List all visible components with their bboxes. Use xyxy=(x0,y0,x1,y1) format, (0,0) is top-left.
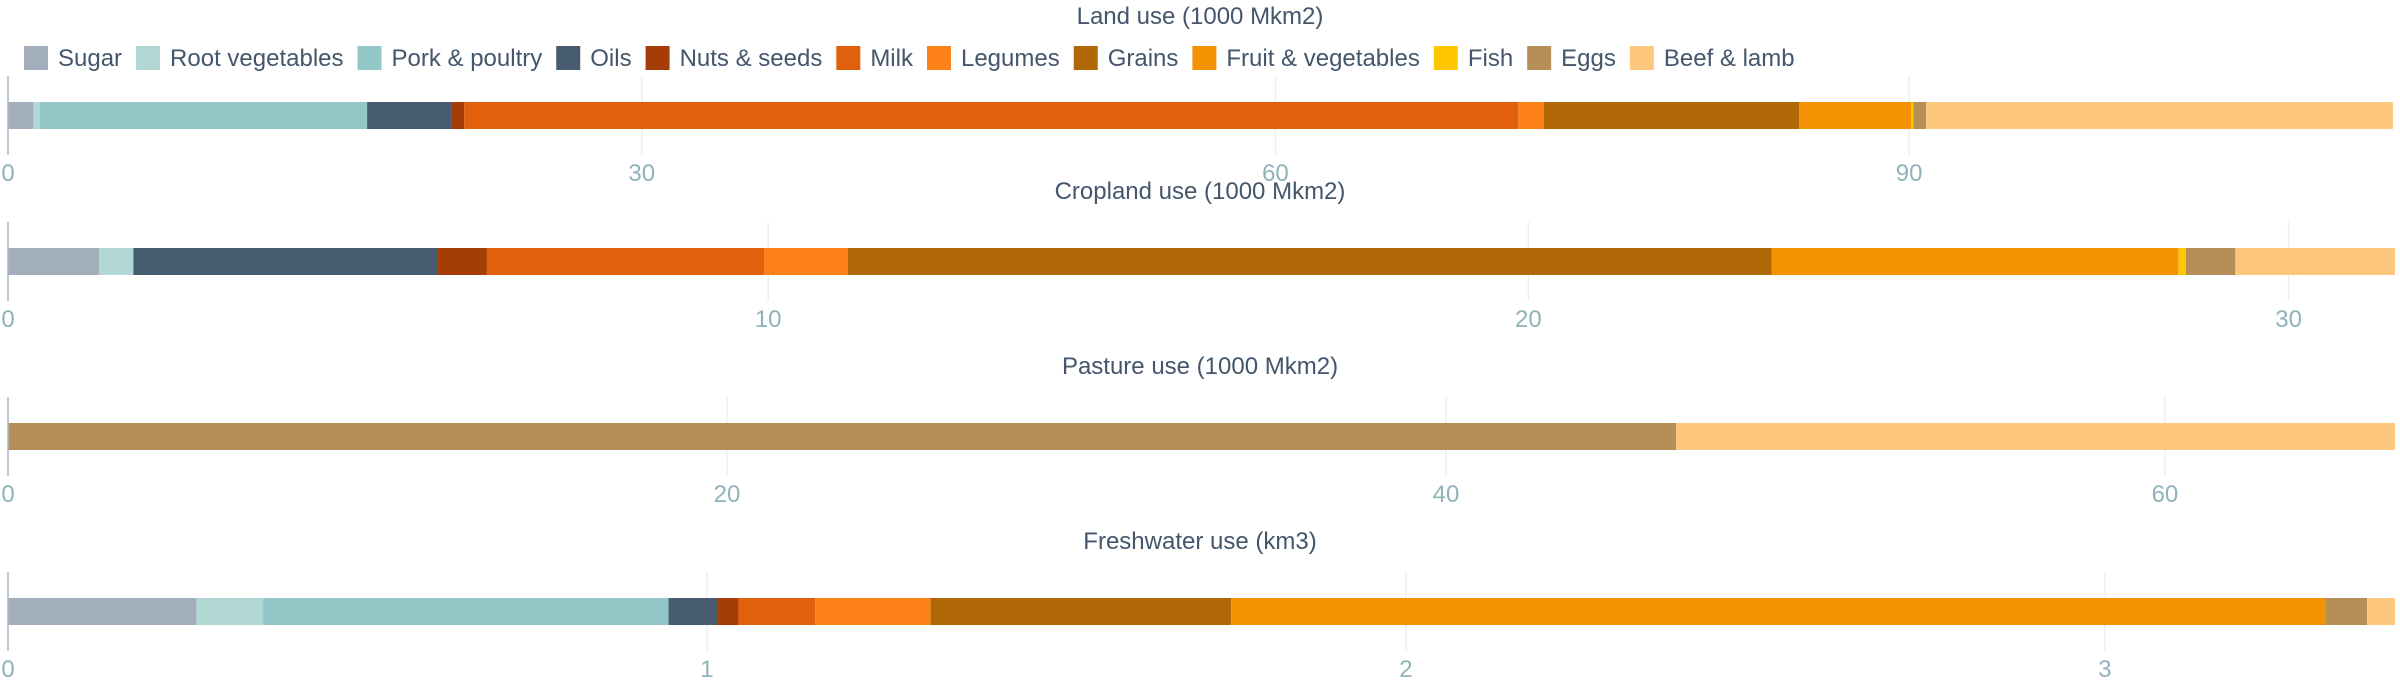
legend-item-sugar[interactable]: Sugar xyxy=(24,45,122,72)
tick-label: 60 xyxy=(2152,481,2179,508)
legend-swatch-fruit-and-vegetables xyxy=(1192,46,1217,70)
bar-segment-sugar[interactable] xyxy=(8,102,34,129)
legend-swatch-root-vegetables xyxy=(136,46,161,70)
bar-segment-sugar[interactable] xyxy=(8,248,100,275)
panel-cropland-use-1000-mkm2: Cropland use (1000 Mkm2) 0 10 20 30 xyxy=(1,178,2395,333)
bar-segment-legumes[interactable] xyxy=(764,248,849,275)
legend-label-fruit-and-vegetables: Fruit & vegetables xyxy=(1226,45,1419,72)
bar-segment-grains[interactable] xyxy=(848,248,1772,275)
bar-segment-beef-and-lamb[interactable] xyxy=(2235,248,2395,275)
legend-item-beef-and-lamb[interactable]: Beef & lamb xyxy=(1629,45,1795,72)
legend-swatch-fish xyxy=(1433,46,1458,70)
bar-segment-nuts-and-seeds[interactable] xyxy=(451,102,465,129)
tick-label: 90 xyxy=(1896,160,1923,187)
legend-item-fish[interactable]: Fish xyxy=(1433,45,1513,72)
tick-label: 0 xyxy=(1,481,14,508)
bar-segment-nuts-and-seeds[interactable] xyxy=(717,598,739,625)
legend-label-eggs: Eggs xyxy=(1561,45,1616,72)
legend-item-grains[interactable]: Grains xyxy=(1073,45,1179,72)
legend-swatch-grains xyxy=(1073,46,1098,70)
legend-swatch-eggs xyxy=(1527,46,1552,70)
legend-label-root-vegetables: Root vegetables xyxy=(170,45,343,72)
legend-label-pork-and-poultry: Pork & poultry xyxy=(392,45,543,72)
panel-title: Pasture use (1000 Mkm2) xyxy=(1062,353,1338,380)
bar-segment-root-vegetables[interactable] xyxy=(99,248,134,275)
bar-segment-milk[interactable] xyxy=(738,598,816,625)
bar-segment-beef-and-lamb[interactable] xyxy=(2367,598,2395,625)
tick-label: 3 xyxy=(2098,656,2111,683)
legend-item-oils[interactable]: Oils xyxy=(556,45,632,72)
bar-segment-sugar[interactable] xyxy=(8,598,197,625)
panel-pasture-use-1000-mkm2: Pasture use (1000 Mkm2) 0 20 40 60 xyxy=(1,353,2395,508)
bar-segment-legumes[interactable] xyxy=(815,598,931,625)
chart-legend: Sugar Root vegetables Pork & poultry Oils Nu… xyxy=(24,45,1795,72)
bar-segment-eggs[interactable] xyxy=(1913,102,1927,129)
bar-segment-milk[interactable] xyxy=(464,102,1519,129)
legend-label-oils: Oils xyxy=(590,45,631,72)
legend-item-eggs[interactable]: Eggs xyxy=(1527,45,1616,72)
tick-label: 30 xyxy=(2275,306,2302,333)
legend-swatch-nuts-and-seeds xyxy=(645,46,670,70)
legend-swatch-milk xyxy=(836,46,861,70)
legend-swatch-oils xyxy=(556,46,581,70)
panel-title: Land use (1000 Mkm2) xyxy=(1077,3,1324,30)
legend-label-beef-and-lamb: Beef & lamb xyxy=(1664,45,1795,72)
panel-freshwater-use-km3: Freshwater use (km3) 0 1 2 3 xyxy=(1,528,2395,683)
legend-label-nuts-and-seeds: Nuts & seeds xyxy=(680,45,823,72)
panel-land-use-1000-mkm2: Land use (1000 Mkm2) 0 30 60 90 xyxy=(1,3,2393,187)
bar-segment-oils[interactable] xyxy=(668,598,718,625)
legend-item-fruit-and-vegetables[interactable]: Fruit & vegetables xyxy=(1192,45,1420,72)
legend-label-legumes: Legumes xyxy=(961,45,1060,72)
panel-title: Cropland use (1000 Mkm2) xyxy=(1055,178,1346,205)
bar-segment-legumes[interactable] xyxy=(1518,102,1544,129)
legend-swatch-legumes xyxy=(926,46,951,70)
legend-item-milk[interactable]: Milk xyxy=(836,45,914,72)
tick-label: 2 xyxy=(1399,656,1412,683)
bar-segment-oils[interactable] xyxy=(133,248,438,275)
panel-title: Freshwater use (km3) xyxy=(1083,528,1316,555)
bar-segment-fruit-and-vegetables[interactable] xyxy=(1799,102,1912,129)
bar-segment-grains[interactable] xyxy=(1543,102,1800,129)
bar-segment-nuts-and-seeds[interactable] xyxy=(437,248,487,275)
bar-segment-fish[interactable] xyxy=(1911,102,1914,129)
tick-label: 20 xyxy=(1515,306,1542,333)
legend-item-root-vegetables[interactable]: Root vegetables xyxy=(136,45,344,72)
bar-segment-oils[interactable] xyxy=(367,102,452,129)
bar-segment-eggs[interactable] xyxy=(2325,598,2368,625)
bar-segment-fruit-and-vegetables[interactable] xyxy=(1231,598,2326,625)
bar-segment-root-vegetables[interactable] xyxy=(33,102,40,129)
bar-segment-fruit-and-vegetables[interactable] xyxy=(1771,248,2179,275)
legend-item-legumes[interactable]: Legumes xyxy=(926,45,1060,72)
tick-label: 10 xyxy=(755,306,782,333)
bar-segment-pork-and-poultry[interactable] xyxy=(39,102,368,129)
bar-segment-pork-and-poultry[interactable] xyxy=(263,598,669,625)
bar-segment-fish[interactable] xyxy=(2178,248,2186,275)
tick-label: 0 xyxy=(1,160,14,187)
legend-label-grains: Grains xyxy=(1108,45,1179,72)
legend-swatch-sugar xyxy=(24,46,48,70)
bar-segment-eggs[interactable] xyxy=(8,423,1677,450)
legend-item-pork-and-poultry[interactable]: Pork & poultry xyxy=(357,45,543,72)
legend-label-sugar: Sugar xyxy=(58,45,122,72)
legend-label-fish: Fish xyxy=(1468,45,1513,72)
tick-label: 0 xyxy=(1,656,14,683)
bar-segment-milk[interactable] xyxy=(486,248,765,275)
bar-segment-grains[interactable] xyxy=(930,598,1232,625)
bar-segment-beef-and-lamb[interactable] xyxy=(1926,102,2393,129)
tick-label: 1 xyxy=(700,656,713,683)
legend-label-milk: Milk xyxy=(870,45,914,72)
tick-label: 60 xyxy=(1262,160,1289,187)
bar-segment-beef-and-lamb[interactable] xyxy=(1676,423,2395,450)
tick-label: 30 xyxy=(628,160,655,187)
legend-item-nuts-and-seeds[interactable]: Nuts & seeds xyxy=(645,45,823,72)
bar-segment-eggs[interactable] xyxy=(2185,248,2236,275)
legend-swatch-pork-and-poultry xyxy=(357,46,382,70)
legend-swatch-beef-and-lamb xyxy=(1629,46,1654,70)
tick-label: 40 xyxy=(1433,481,1460,508)
tick-label: 0 xyxy=(1,306,14,333)
bar-segment-root-vegetables[interactable] xyxy=(196,598,264,625)
tick-label: 20 xyxy=(714,481,741,508)
